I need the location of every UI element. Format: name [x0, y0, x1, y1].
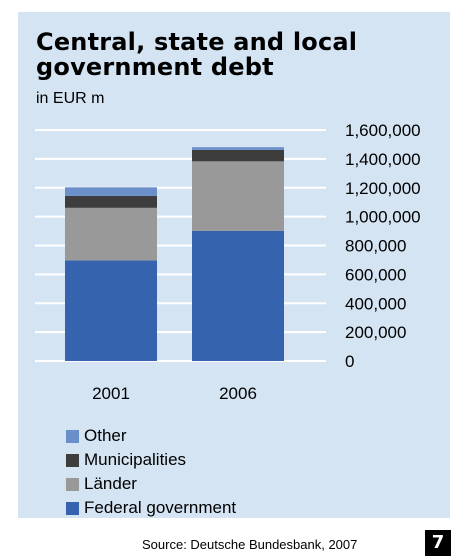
y-tick-label: 600,000: [345, 265, 406, 284]
y-tick-label: 400,000: [345, 294, 406, 313]
x-axis-ticks: 2001 2006: [92, 384, 257, 403]
legend-swatch: [66, 477, 79, 491]
y-tick-label: 200,000: [345, 323, 406, 342]
y-tick-label: 800,000: [345, 237, 406, 256]
legend-label: Other: [84, 426, 127, 445]
bar-other-2001: [65, 187, 157, 196]
legend-label: Federal government: [84, 498, 237, 517]
bar-chart: 0 200,000 400,000 600,000 800,000 1,000,000 1,…: [35, 121, 421, 403]
x-tick-label: 2006: [219, 384, 257, 403]
legend-item-municipalities: Municipalities: [66, 448, 236, 472]
bar-municipalities-2001: [65, 195, 157, 208]
chart-title: Central, state and local government debt: [36, 28, 358, 81]
legend-swatch: [66, 429, 79, 443]
bar-federal-government-2001: [65, 260, 157, 361]
legend-swatch: [66, 453, 79, 467]
legend-item-federal-government: Federal government: [66, 496, 236, 520]
y-axis-ticks: 0 200,000 400,000 600,000 800,000 1,000,000 1,…: [345, 121, 421, 371]
bar-lander-2006: [192, 161, 284, 231]
legend-swatch: [66, 501, 79, 515]
bar-lander-2001: [65, 207, 157, 261]
legend-item-lander: Länder: [66, 472, 236, 496]
y-tick-label: 0: [345, 352, 354, 371]
page-number-badge: 7: [425, 530, 451, 556]
y-tick-label: 1,600,000: [345, 121, 421, 140]
legend: Other Municipalities Länder Federal governm…: [66, 424, 236, 520]
legend-item-other: Other: [66, 424, 236, 448]
bar-federal-government-2006: [192, 230, 284, 361]
y-tick-label: 1,000,000: [345, 208, 421, 227]
y-tick-label: 1,400,000: [345, 150, 421, 169]
bar-municipalities-2006: [192, 149, 284, 162]
source-note: Source: Deutsche Bundesbank, 2007: [142, 537, 358, 552]
y-tick-label: 1,200,000: [345, 179, 421, 198]
bar-other-2006: [192, 147, 284, 150]
bars: [65, 147, 284, 361]
chart-subtitle: in EUR m: [36, 90, 105, 107]
legend-label: Länder: [84, 474, 137, 493]
legend-label: Municipalities: [84, 450, 187, 469]
x-tick-label: 2001: [92, 384, 130, 403]
